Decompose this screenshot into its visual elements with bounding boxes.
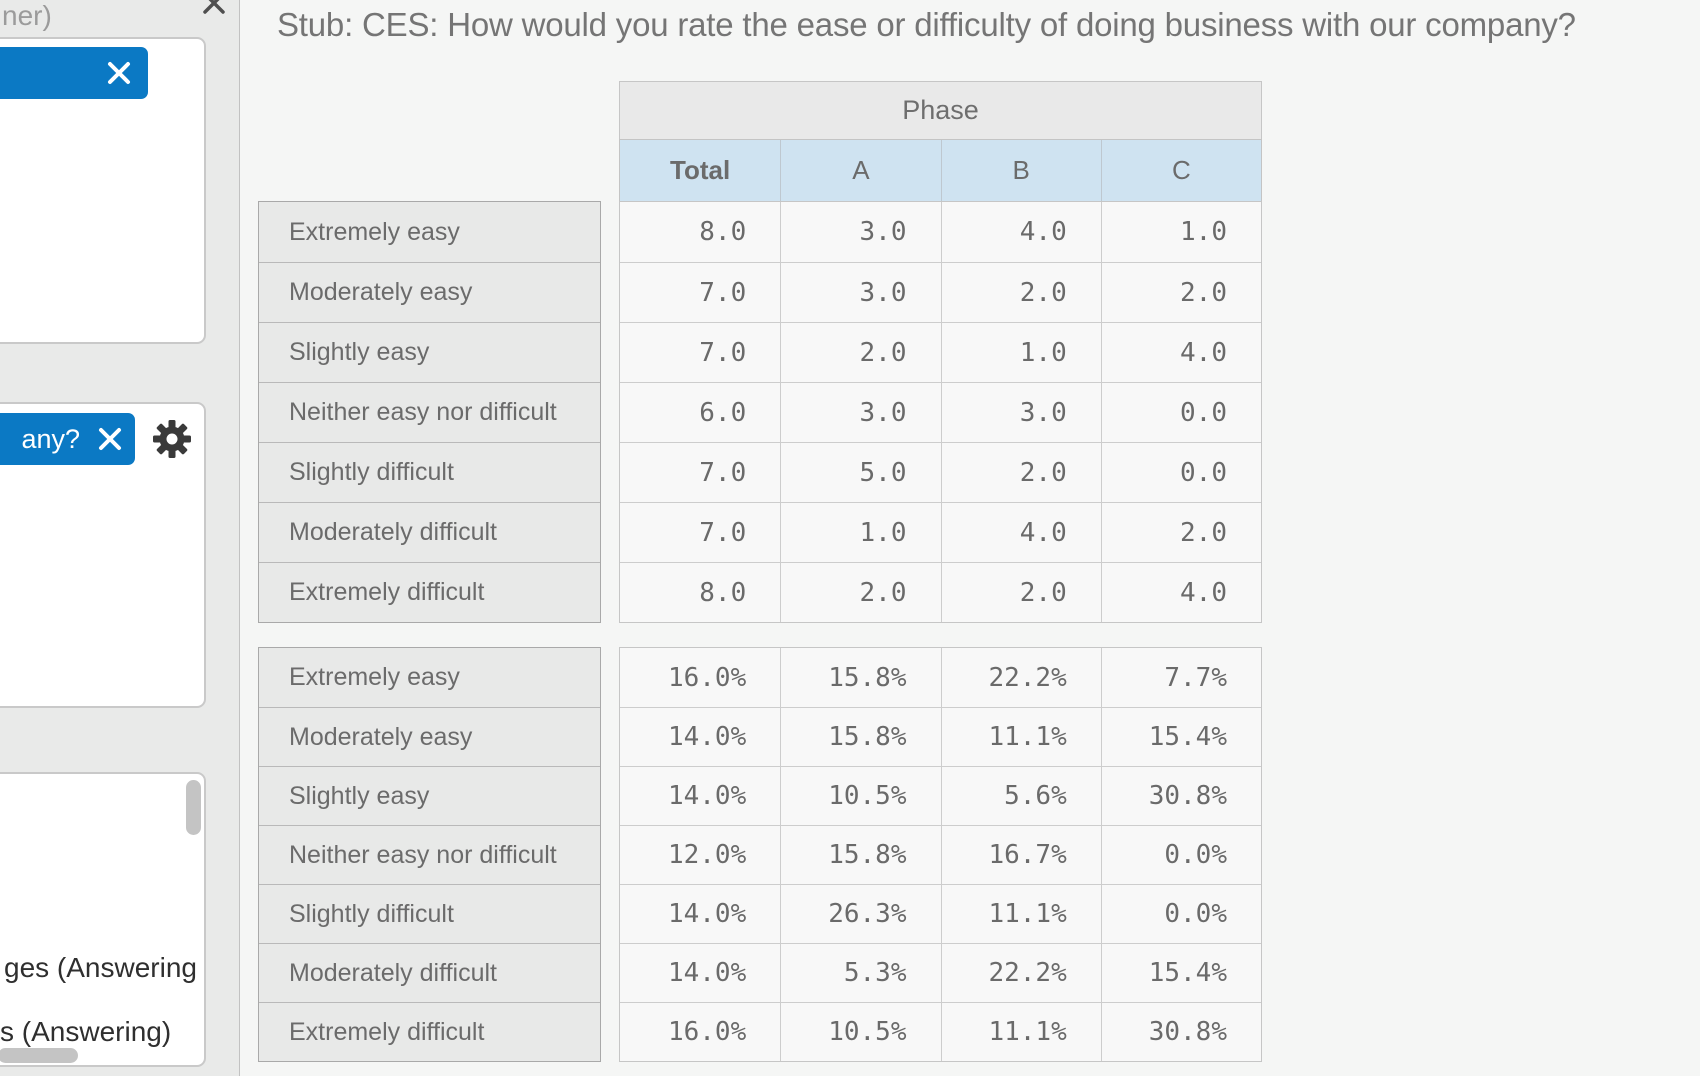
value-cell: 11.1%	[940, 707, 1101, 766]
value-cell: 0.0%	[1100, 884, 1261, 943]
value-cell: 7.0	[620, 262, 781, 322]
close-icon[interactable]	[201, 0, 227, 16]
remove-chip-icon[interactable]	[97, 426, 123, 452]
value-cell: 2.0	[1100, 262, 1261, 322]
value-cell: 7.7%	[1100, 648, 1261, 707]
value-cell: 16.0%	[620, 648, 781, 707]
value-cell: 1.0	[780, 502, 941, 562]
value-cell: 12.0%	[620, 825, 781, 884]
value-cell: 3.0	[780, 202, 941, 262]
value-cell: 11.1%	[940, 884, 1101, 943]
row-label: Moderately difficult	[259, 502, 600, 562]
column-header: B	[940, 140, 1101, 201]
row-label: Neither easy nor difficult	[259, 382, 600, 442]
row-label: Moderately easy	[259, 707, 600, 766]
value-cell: 0.0	[1100, 442, 1261, 502]
value-cell: 22.2%	[940, 943, 1101, 1002]
value-cell: 1.0	[1100, 202, 1261, 262]
value-cell: 8.0	[620, 562, 781, 622]
value-cell: 7.0	[620, 502, 781, 562]
stub-title: Stub: CES: How would you rate the ease o…	[277, 6, 1576, 43]
value-cell: 7.0	[620, 442, 781, 502]
value-cell: 2.0	[940, 262, 1101, 322]
value-cell: 15.8%	[780, 825, 941, 884]
value-cell: 22.2%	[940, 648, 1101, 707]
column-header: C	[1100, 140, 1261, 201]
value-cell: 0.0%	[1100, 825, 1261, 884]
list-item[interactable]: ges (Answering	[4, 952, 197, 983]
list-item[interactable]: s (Answering)	[0, 1016, 172, 1047]
row-label: Slightly difficult	[259, 884, 600, 943]
value-cell: 15.4%	[1100, 943, 1261, 1002]
row-label: Neither easy nor difficult	[259, 825, 600, 884]
chip-label: any?	[21, 423, 80, 454]
counts-table: 8.0 3.0 4.0 1.0 7.0 3.0 2.0 2.0 7.0 2.0 1.0 4.0 6.0 3…	[619, 201, 1262, 623]
column-header: A	[780, 140, 940, 201]
value-cell: 16.7%	[940, 825, 1101, 884]
row-label: Extremely difficult	[259, 562, 600, 622]
value-cell: 15.4%	[1100, 707, 1261, 766]
value-cell: 2.0	[780, 562, 941, 622]
value-cell: 8.0	[620, 202, 781, 262]
value-cell: 5.6%	[940, 766, 1101, 825]
column-header: Total	[670, 155, 731, 185]
gear-icon[interactable]	[151, 418, 193, 460]
value-cell: 11.1%	[940, 1002, 1101, 1061]
value-cell: 26.3%	[780, 884, 941, 943]
row-label: Extremely difficult	[259, 1002, 600, 1061]
value-cell: 5.3%	[780, 943, 941, 1002]
value-cell: 3.0	[940, 382, 1101, 442]
value-cell: 10.5%	[780, 1002, 941, 1061]
row-label: Slightly easy	[259, 766, 600, 825]
value-cell: 15.8%	[780, 648, 941, 707]
row-label: Slightly easy	[259, 322, 600, 382]
value-cell: 2.0	[940, 442, 1101, 502]
value-cell: 4.0	[1100, 322, 1261, 382]
variables-list-panel: ges (Answering s (Answering)	[0, 772, 206, 1067]
value-cell: 3.0	[780, 382, 941, 442]
stub-question-panel	[0, 37, 206, 344]
value-cell: 2.0	[940, 562, 1101, 622]
banner-question-chip[interactable]: any?	[0, 413, 135, 465]
value-cell: 14.0%	[620, 766, 781, 825]
banner-header-cell: Phase	[619, 81, 1262, 140]
value-cell: 30.8%	[1100, 766, 1261, 825]
value-cell: 5.0	[780, 442, 941, 502]
value-cell: 30.8%	[1100, 1002, 1261, 1061]
remove-chip-icon[interactable]	[106, 60, 132, 86]
left-sidebar: ner) any?	[0, 0, 240, 1076]
value-cell: 16.0%	[620, 1002, 781, 1061]
value-cell: 4.0	[940, 202, 1101, 262]
row-label: Moderately difficult	[259, 943, 600, 1002]
value-cell: 4.0	[1100, 562, 1261, 622]
value-cell: 15.8%	[780, 707, 941, 766]
value-cell: 6.0	[620, 382, 781, 442]
row-label: Moderately easy	[259, 262, 600, 322]
value-cell: 0.0	[1100, 382, 1261, 442]
banner-question-panel: any?	[0, 402, 206, 708]
value-cell: 14.0%	[620, 943, 781, 1002]
value-cell: 3.0	[780, 262, 941, 322]
row-label: Slightly difficult	[259, 442, 600, 502]
row-label: Extremely easy	[259, 202, 600, 262]
value-cell: 2.0	[780, 322, 941, 382]
value-cell: 2.0	[1100, 502, 1261, 562]
value-cell: 14.0%	[620, 884, 781, 943]
column-header-row: Total A B C	[619, 139, 1262, 202]
horizontal-scrollbar-thumb[interactable]	[0, 1048, 78, 1063]
stub-question-chip[interactable]	[0, 47, 148, 99]
vertical-scrollbar-thumb[interactable]	[186, 780, 201, 835]
counts-row-labels: Extremely easy Moderately easy Slightly ea…	[258, 201, 601, 623]
percents-table: 16.0% 15.8% 22.2% 7.7% 14.0% 15.8% 11.1% 15.4% 1…	[619, 647, 1262, 1062]
sidebar-truncated-title: ner)	[2, 0, 52, 31]
row-label: Extremely easy	[259, 648, 600, 707]
percents-row-labels: Extremely easy Moderately easy Slightly ea…	[258, 647, 601, 1062]
value-cell: 4.0	[940, 502, 1101, 562]
value-cell: 14.0%	[620, 707, 781, 766]
value-cell: 7.0	[620, 322, 781, 382]
value-cell: 1.0	[940, 322, 1101, 382]
value-cell: 10.5%	[780, 766, 941, 825]
